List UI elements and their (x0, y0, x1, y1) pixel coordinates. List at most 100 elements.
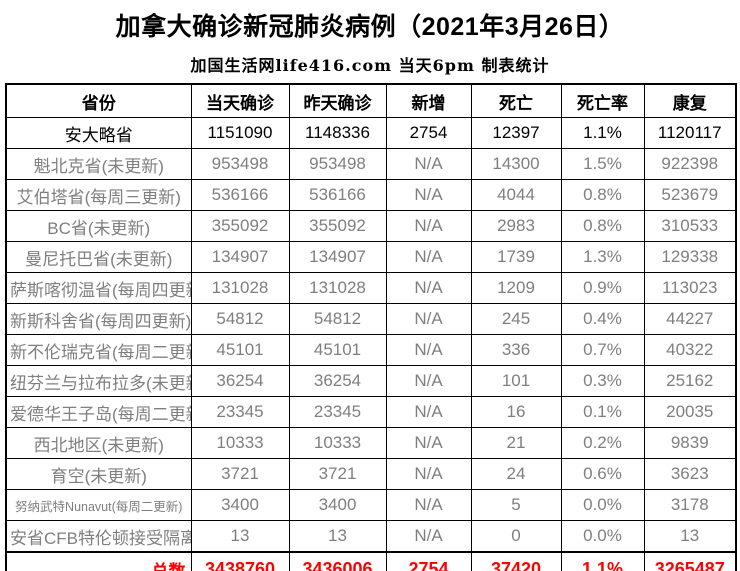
death-rate-cell: 0.0% (560, 489, 645, 521)
death-rate-cell: 0.2% (560, 427, 645, 459)
column-header-province: 省份 (5, 83, 192, 118)
header-row: 省份 当天确诊 昨天确诊 新增 死亡 死亡率 康复 (5, 83, 737, 118)
deaths-cell: 2983 (470, 210, 562, 242)
death-rate-cell: 0.3% (560, 365, 645, 397)
table-row: BC省(未更新) 355092 355092 N/A 2983 0.8% 310… (5, 210, 737, 242)
table-row: 育空(未更新) 3721 3721 N/A 24 0.6% 3623 (5, 458, 737, 490)
column-header-new-cases: 新增 (385, 83, 472, 118)
death-rate-cell: 1.1% (560, 117, 645, 149)
recovered-cell: 1120117 (643, 117, 737, 149)
province-cell: 努纳武特Nunavut(每周二更新) (5, 489, 192, 521)
deaths-cell: 1739 (470, 241, 562, 273)
yesterday-confirmed-cell: 54812 (288, 303, 387, 335)
table-row: 安大略省 1151090 1148336 2754 12397 1.1% 112… (5, 117, 737, 149)
today-confirmed-cell: 1151090 (190, 117, 290, 149)
today-confirmed-cell: 45101 (190, 334, 290, 366)
province-cell: 魁北克省(未更新) (5, 148, 192, 180)
deaths-cell: 101 (470, 365, 562, 397)
new-cases-cell: N/A (385, 520, 472, 553)
table-row: 新不伦瑞克省(每周二更新) 45101 45101 N/A 336 0.7% 4… (5, 334, 737, 366)
deaths-cell: 0 (470, 520, 562, 553)
recovered-cell: 25162 (643, 365, 737, 397)
deaths-cell: 14300 (470, 148, 562, 180)
deaths-cell: 16 (470, 396, 562, 428)
table-row: 努纳武特Nunavut(每周二更新) 3400 3400 N/A 5 0.0% … (5, 489, 737, 521)
yesterday-confirmed-cell: 10333 (288, 427, 387, 459)
page-title: 加拿大确诊新冠肺炎病例（2021年3月26日） (115, 13, 625, 41)
today-confirmed-cell: 54812 (190, 303, 290, 335)
today-confirmed-cell: 13 (190, 520, 290, 553)
column-header-today-confirmed: 当天确诊 (190, 83, 290, 118)
column-header-recovered: 康复 (643, 83, 737, 118)
yesterday-confirmed-cell: 36254 (288, 365, 387, 397)
new-cases-cell: N/A (385, 334, 472, 366)
deaths-cell: 5 (470, 489, 562, 521)
table-row: 艾伯塔省(每周三更新) 536166 536166 N/A 4044 0.8% … (5, 179, 737, 211)
today-confirmed-cell: 134907 (190, 241, 290, 273)
total-row: 总数 3438760 3436006 2754 37420 1.1% 32654… (5, 551, 737, 571)
today-confirmed-cell: 3721 (190, 458, 290, 490)
recovered-cell: 310533 (643, 210, 737, 242)
recovered-cell: 44227 (643, 303, 737, 335)
new-cases-cell: N/A (385, 179, 472, 211)
yesterday-confirmed-cell: 45101 (288, 334, 387, 366)
table-row: 萨斯喀彻温省(每周四更新) 131028 131028 N/A 1209 0.9… (5, 272, 737, 304)
recovered-cell: 523679 (643, 179, 737, 211)
yesterday-confirmed-cell: 13 (288, 520, 387, 553)
covid-cases-table: 省份 当天确诊 昨天确诊 新增 死亡 死亡率 康复 安大略省 1151090 1… (5, 83, 737, 571)
province-cell: 新不伦瑞克省(每周二更新) (5, 334, 192, 366)
province-cell: 纽芬兰与拉布拉多(未更新) (5, 365, 192, 397)
column-header-deaths: 死亡 (470, 83, 562, 118)
total-yesterday-confirmed: 3436006 (288, 551, 387, 571)
recovered-cell: 40322 (643, 334, 737, 366)
new-cases-cell: N/A (385, 241, 472, 273)
total-death-rate: 1.1% (560, 551, 645, 571)
new-cases-cell: N/A (385, 396, 472, 428)
table-row: 纽芬兰与拉布拉多(未更新) 36254 36254 N/A 101 0.3% 2… (5, 365, 737, 397)
recovered-cell: 922398 (643, 148, 737, 180)
recovered-cell: 3178 (643, 489, 737, 521)
province-cell: 曼尼托巴省(未更新) (5, 241, 192, 273)
yesterday-confirmed-cell: 953498 (288, 148, 387, 180)
today-confirmed-cell: 131028 (190, 272, 290, 304)
deaths-cell: 4044 (470, 179, 562, 211)
new-cases-cell: N/A (385, 427, 472, 459)
total-today-confirmed: 3438760 (190, 551, 290, 571)
province-cell: 育空(未更新) (5, 458, 192, 490)
deaths-cell: 12397 (470, 117, 562, 149)
yesterday-confirmed-cell: 23345 (288, 396, 387, 428)
recovered-cell: 129338 (643, 241, 737, 273)
deaths-cell: 336 (470, 334, 562, 366)
new-cases-cell: N/A (385, 148, 472, 180)
death-rate-cell: 0.8% (560, 179, 645, 211)
yesterday-confirmed-cell: 134907 (288, 241, 387, 273)
province-cell: 爱德华王子岛(每周二更新) (5, 396, 192, 428)
new-cases-cell: N/A (385, 272, 472, 304)
today-confirmed-cell: 10333 (190, 427, 290, 459)
total-deaths: 37420 (470, 551, 562, 571)
new-cases-cell: 2754 (385, 117, 472, 149)
new-cases-cell: N/A (385, 303, 472, 335)
new-cases-cell: N/A (385, 489, 472, 521)
province-cell: BC省(未更新) (5, 210, 192, 242)
total-recovered: 3265487 (643, 551, 737, 571)
deaths-cell: 21 (470, 427, 562, 459)
today-confirmed-cell: 953498 (190, 148, 290, 180)
new-cases-cell: N/A (385, 210, 472, 242)
recovered-cell: 3623 (643, 458, 737, 490)
yesterday-confirmed-cell: 131028 (288, 272, 387, 304)
yesterday-confirmed-cell: 3400 (288, 489, 387, 521)
today-confirmed-cell: 355092 (190, 210, 290, 242)
today-confirmed-cell: 3400 (190, 489, 290, 521)
table-row: 魁北克省(未更新) 953498 953498 N/A 14300 1.5% 9… (5, 148, 737, 180)
yesterday-confirmed-cell: 3721 (288, 458, 387, 490)
new-cases-cell: N/A (385, 365, 472, 397)
new-cases-cell: N/A (385, 458, 472, 490)
recovered-cell: 13 (643, 520, 737, 553)
death-rate-cell: 0.7% (560, 334, 645, 366)
province-cell: 萨斯喀彻温省(每周四更新) (5, 272, 192, 304)
province-cell: 安省CFB特伦顿接受隔离 (5, 520, 192, 553)
total-label: 总数 (5, 551, 192, 571)
death-rate-cell: 1.3% (560, 241, 645, 273)
